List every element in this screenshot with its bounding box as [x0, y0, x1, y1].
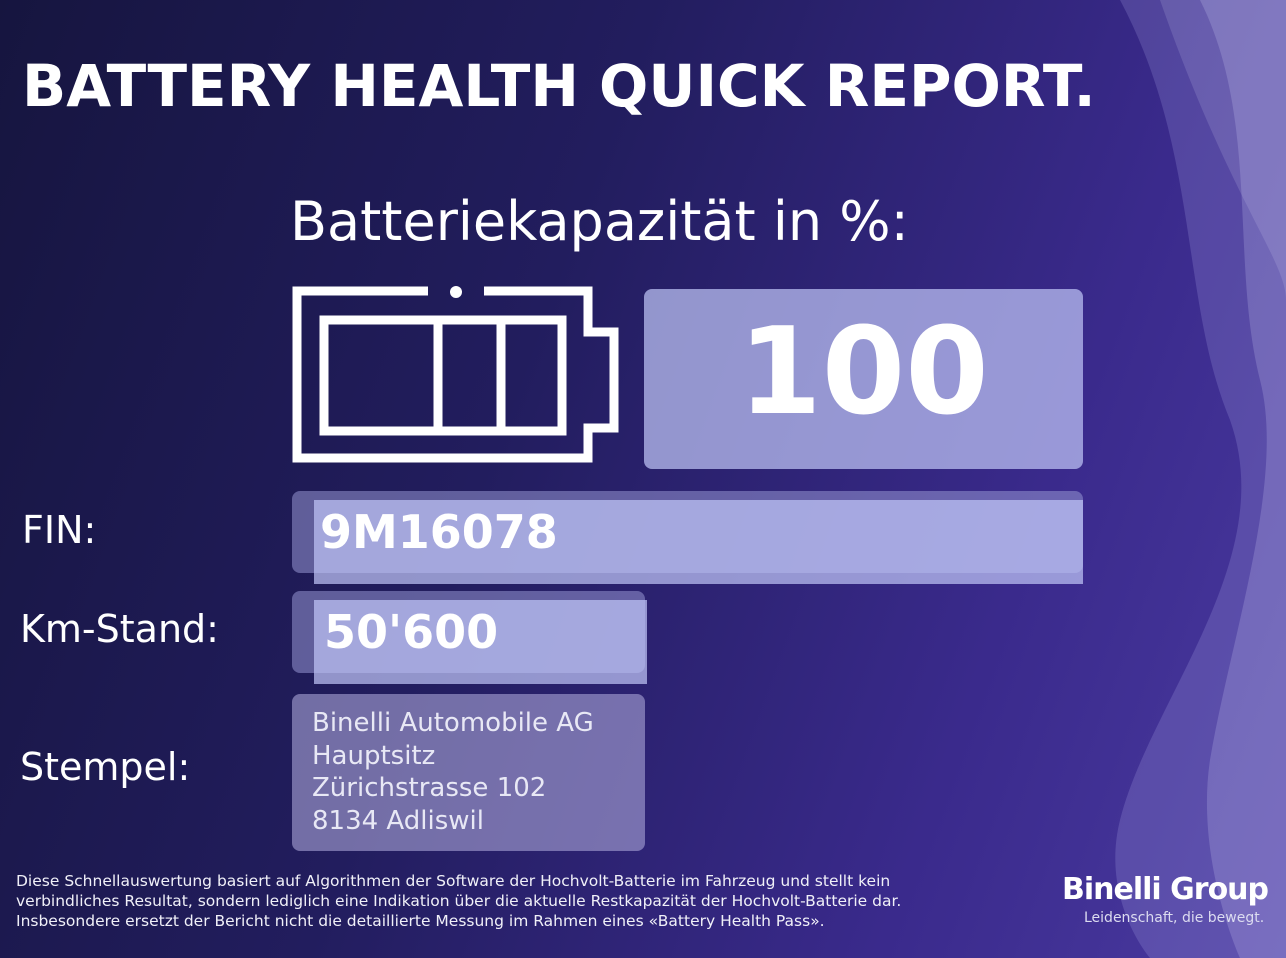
disclaimer-line: verbindliches Resultat, sondern lediglic… — [16, 892, 902, 910]
disclaimer-line: Insbesondere ersetzt der Bericht nicht d… — [16, 912, 825, 930]
capacity-value: 100 — [738, 303, 989, 442]
brand-name: Binelli Group — [1062, 872, 1269, 907]
capacity-label: Batteriekapazität in %: — [290, 190, 909, 253]
field-box-inner — [314, 600, 647, 684]
field-label: Km-Stand: — [20, 607, 219, 651]
title: BATTERY HEALTH QUICK REPORT. — [22, 52, 1096, 120]
stamp-line: Zürichstrasse 102 — [312, 773, 547, 803]
capacity-box — [644, 289, 1083, 469]
field-label: FIN: — [22, 508, 97, 552]
field-value: 9M16078 — [320, 505, 558, 559]
field-box-inner — [314, 500, 1083, 584]
stamp-line: Hauptsitz — [312, 740, 436, 771]
stamp-box — [292, 694, 645, 851]
stamp-line: Binelli Automobile AG — [312, 708, 594, 738]
stamp-line: 8134 Adliswil — [312, 805, 484, 836]
stamp-lines: Binelli Automobile AG Hauptsitz Zürichstra… — [312, 707, 594, 837]
field-value: 50'600 — [324, 605, 499, 659]
battery-icon — [292, 286, 619, 463]
disclaimer: Diese Schnellauswertung basiert auf Algo… — [16, 871, 901, 931]
disclaimer-line: Diese Schnellauswertung basiert auf Algo… — [16, 872, 891, 890]
stamp-label: Stempel: — [20, 745, 191, 789]
brand-tagline: Leidenschaft, die bewegt. — [1084, 910, 1265, 926]
